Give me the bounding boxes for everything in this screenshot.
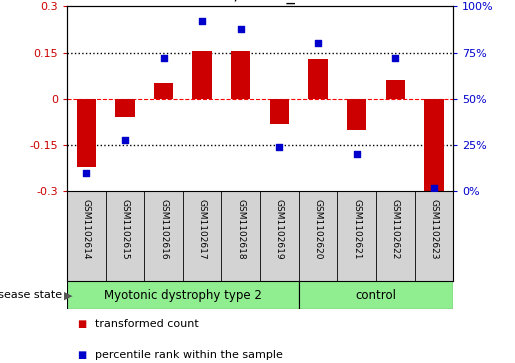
Point	[236, 26, 245, 32]
Point	[275, 144, 283, 150]
Text: GSM1102620: GSM1102620	[314, 199, 322, 259]
Bar	[115, 99, 134, 117]
Title: GDS5276 / ILMN_1799139: GDS5276 / ILMN_1799139	[151, 0, 369, 4]
Bar	[299, 281, 453, 309]
Text: GSM1102616: GSM1102616	[159, 199, 168, 259]
Bar	[193, 51, 212, 99]
Point	[198, 18, 206, 24]
Text: GSM1102615: GSM1102615	[121, 199, 129, 259]
Text: ▶: ▶	[64, 290, 73, 300]
Point	[430, 185, 438, 191]
Bar	[308, 59, 328, 99]
Text: GSM1102617: GSM1102617	[198, 199, 207, 259]
Point	[121, 136, 129, 142]
Text: ■: ■	[77, 319, 87, 329]
Point	[159, 55, 167, 61]
Bar	[347, 99, 366, 130]
Text: percentile rank within the sample: percentile rank within the sample	[95, 350, 283, 360]
Bar	[386, 80, 405, 99]
Bar	[154, 83, 173, 99]
Text: GSM1102614: GSM1102614	[82, 199, 91, 259]
Text: GSM1102622: GSM1102622	[391, 199, 400, 259]
Bar	[77, 99, 96, 167]
Point	[391, 55, 400, 61]
Bar	[424, 99, 443, 191]
Bar	[231, 51, 250, 99]
Text: GSM1102619: GSM1102619	[275, 199, 284, 259]
Text: control: control	[355, 289, 397, 302]
Text: ■: ■	[77, 350, 87, 360]
Bar	[67, 281, 299, 309]
Text: GSM1102618: GSM1102618	[236, 199, 245, 259]
Bar	[270, 99, 289, 123]
Text: Myotonic dystrophy type 2: Myotonic dystrophy type 2	[104, 289, 262, 302]
Text: GSM1102623: GSM1102623	[430, 199, 438, 259]
Text: transformed count: transformed count	[95, 319, 199, 329]
Text: disease state: disease state	[0, 290, 62, 300]
Point	[352, 151, 360, 157]
Point	[82, 170, 91, 176]
Point	[314, 40, 322, 46]
Text: GSM1102621: GSM1102621	[352, 199, 361, 259]
